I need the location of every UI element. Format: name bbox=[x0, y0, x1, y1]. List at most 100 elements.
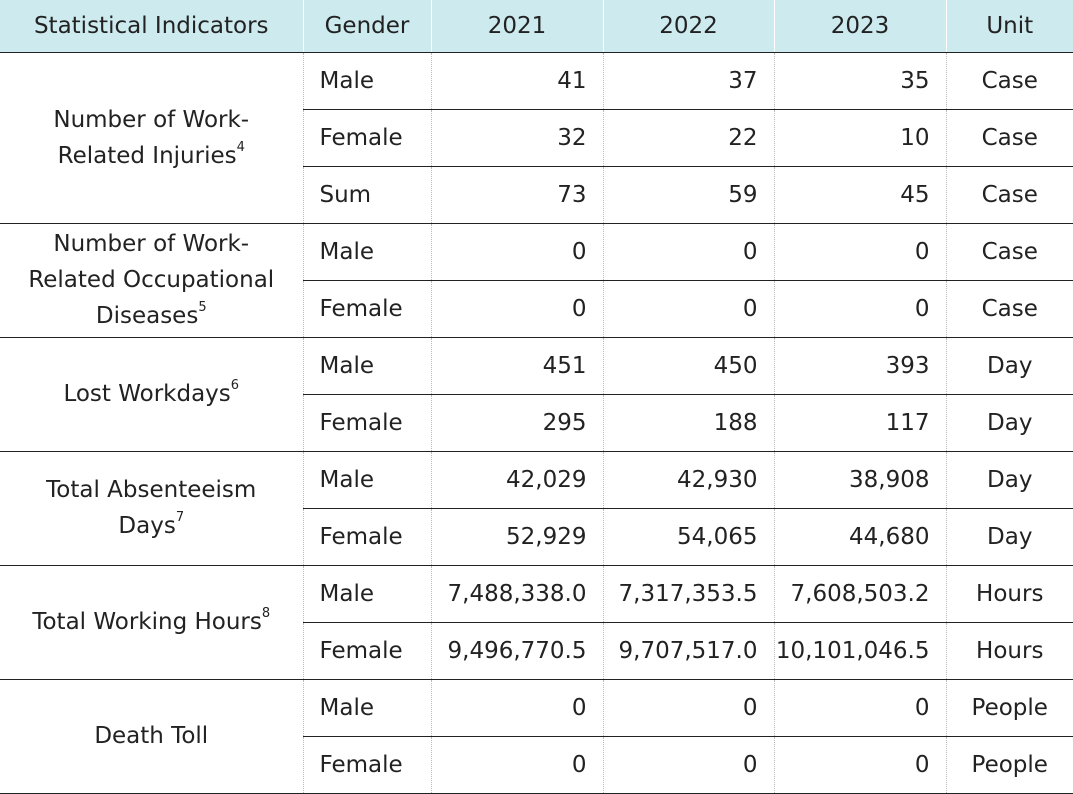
value-2021: 42,029 bbox=[430, 451, 603, 509]
gender-cell: Female bbox=[303, 622, 431, 680]
value-2021: 451 bbox=[430, 337, 603, 395]
unit-cell: Hours bbox=[945, 622, 1073, 680]
header-gender: Gender bbox=[302, 0, 431, 53]
value-2022: 37 bbox=[602, 52, 774, 110]
value-2022: 188 bbox=[602, 394, 774, 452]
unit-cell: Day bbox=[945, 508, 1073, 566]
value-2021: 0 bbox=[430, 223, 603, 281]
unit-cell: Case bbox=[945, 109, 1073, 167]
gender-cell: Sum bbox=[303, 166, 431, 224]
value-2022: 0 bbox=[602, 679, 774, 737]
value-2021: 295 bbox=[430, 394, 603, 452]
header-indicator: Statistical Indicators bbox=[0, 0, 303, 53]
unit-cell: Case bbox=[945, 223, 1073, 281]
value-2021: 32 bbox=[430, 109, 603, 167]
value-2021: 9,496,770.5 bbox=[430, 622, 603, 680]
indicator-cell: Number of Work-Related Occupational Dise… bbox=[0, 223, 304, 338]
value-2022: 42,930 bbox=[602, 451, 774, 509]
table-row: Female 0 0 0 Case bbox=[0, 280, 1073, 338]
gender-cell: Male bbox=[302, 52, 431, 110]
value-2023: 117 bbox=[773, 394, 946, 452]
gender-cell: Female bbox=[303, 736, 431, 794]
gender-cell: Female bbox=[303, 280, 431, 338]
table-row: Total Working Hours8 Male 7,488,338.0 7,317… bbox=[0, 565, 1073, 680]
indicator-cell: Total Absenteeism Days7 bbox=[0, 451, 304, 566]
header-2021: 2021 bbox=[430, 0, 603, 53]
unit-cell: Case bbox=[945, 166, 1073, 224]
unit-cell: Case bbox=[945, 280, 1073, 338]
unit-cell: Hours bbox=[945, 565, 1073, 623]
value-2022: 59 bbox=[602, 166, 774, 224]
indicator-cell: Death Toll bbox=[0, 679, 304, 794]
value-2021: 0 bbox=[430, 280, 603, 338]
header-row: Statistical Indicators Gender 2021 2022 … bbox=[0, 0, 1073, 53]
unit-cell: Day bbox=[945, 337, 1073, 395]
value-2021: 73 bbox=[430, 166, 603, 224]
footnote-marker: 4 bbox=[236, 139, 245, 155]
gender-cell: Female bbox=[303, 109, 431, 167]
table-row: Female 32 22 10 Case bbox=[0, 109, 1073, 167]
unit-cell: Day bbox=[945, 394, 1073, 452]
gender-cell: Male bbox=[302, 565, 431, 623]
value-2023: 7,608,503.2 bbox=[773, 565, 946, 623]
table-row: Number of Work-Related Occupational Dise… bbox=[0, 223, 1073, 338]
value-2021: 0 bbox=[430, 679, 603, 737]
value-2022: 22 bbox=[602, 109, 774, 167]
value-2022: 9,707,517.0 bbox=[602, 622, 774, 680]
indicator-label: Number of Work-Related Injuries bbox=[53, 106, 250, 169]
indicator-label: Total Absenteeism Days bbox=[46, 477, 257, 539]
indicator-label: Death Toll bbox=[94, 723, 209, 749]
gender-cell: Female bbox=[303, 508, 431, 566]
value-2021: 7,488,338.0 bbox=[430, 565, 603, 623]
header-unit: Unit bbox=[945, 0, 1073, 53]
table-row: Female 52,929 54,065 44,680 Day bbox=[0, 508, 1073, 566]
value-2023: 35 bbox=[773, 52, 946, 110]
value-2023: 0 bbox=[773, 280, 946, 338]
value-2022: 0 bbox=[602, 736, 774, 794]
table-row: Female 9,496,770.5 9,707,517.0 10,101,046.5… bbox=[0, 622, 1073, 680]
indicator-cell: Lost Workdays6 bbox=[0, 337, 304, 452]
value-2021: 41 bbox=[430, 52, 603, 110]
value-2023: 10 bbox=[773, 109, 946, 167]
value-2023: 45 bbox=[773, 166, 946, 224]
gender-cell: Male bbox=[302, 679, 431, 737]
value-2022: 0 bbox=[602, 280, 774, 338]
gender-cell: Female bbox=[303, 394, 431, 452]
value-2023: 393 bbox=[773, 337, 946, 395]
footnote-marker: 8 bbox=[261, 606, 271, 622]
indicator-label: Total Working Hours bbox=[32, 609, 262, 635]
table-row: Sum 73 59 45 Case bbox=[0, 166, 1073, 224]
value-2023: 0 bbox=[773, 223, 946, 281]
indicator-cell: Number of Work-Related Injuries4 bbox=[0, 52, 304, 224]
footnote-marker: 5 bbox=[198, 300, 207, 316]
indicator-label: Number of Work-Related Occupational Dise… bbox=[28, 231, 275, 329]
value-2021: 52,929 bbox=[430, 508, 603, 566]
footnote-marker: 6 bbox=[230, 378, 240, 394]
unit-cell: People bbox=[945, 679, 1073, 737]
table-row: Death Toll Male 0 0 0 People bbox=[0, 679, 1073, 794]
table-row: Number of Work-Related Injuries4 Male 41 37… bbox=[0, 52, 1073, 224]
footnote-marker: 7 bbox=[175, 510, 185, 526]
table-row: Total Absenteeism Days7 Male 42,029 42,930 3… bbox=[0, 451, 1073, 566]
table-body: Number of Work-Related Injuries4 Male 41 37… bbox=[0, 52, 1073, 794]
indicator-label: Lost Workdays bbox=[63, 381, 231, 407]
unit-cell: Day bbox=[945, 451, 1073, 509]
header-2022: 2022 bbox=[602, 0, 774, 53]
gender-cell: Male bbox=[302, 337, 431, 395]
unit-cell: People bbox=[945, 736, 1073, 794]
value-2023: 10,101,046.5 bbox=[773, 622, 946, 680]
table-row: Female 0 0 0 People bbox=[0, 736, 1073, 794]
table-row: Lost Workdays6 Male 451 450 393 Day bbox=[0, 337, 1073, 452]
value-2022: 450 bbox=[602, 337, 774, 395]
value-2023: 0 bbox=[773, 679, 946, 737]
value-2023: 38,908 bbox=[773, 451, 946, 509]
unit-cell: Case bbox=[945, 52, 1073, 110]
value-2023: 0 bbox=[773, 736, 946, 794]
value-2023: 44,680 bbox=[773, 508, 946, 566]
table-row: Female 295 188 117 Day bbox=[0, 394, 1073, 452]
value-2022: 0 bbox=[602, 223, 774, 281]
indicator-cell: Total Working Hours8 bbox=[0, 565, 304, 680]
value-2022: 54,065 bbox=[602, 508, 774, 566]
header-2023: 2023 bbox=[773, 0, 946, 53]
